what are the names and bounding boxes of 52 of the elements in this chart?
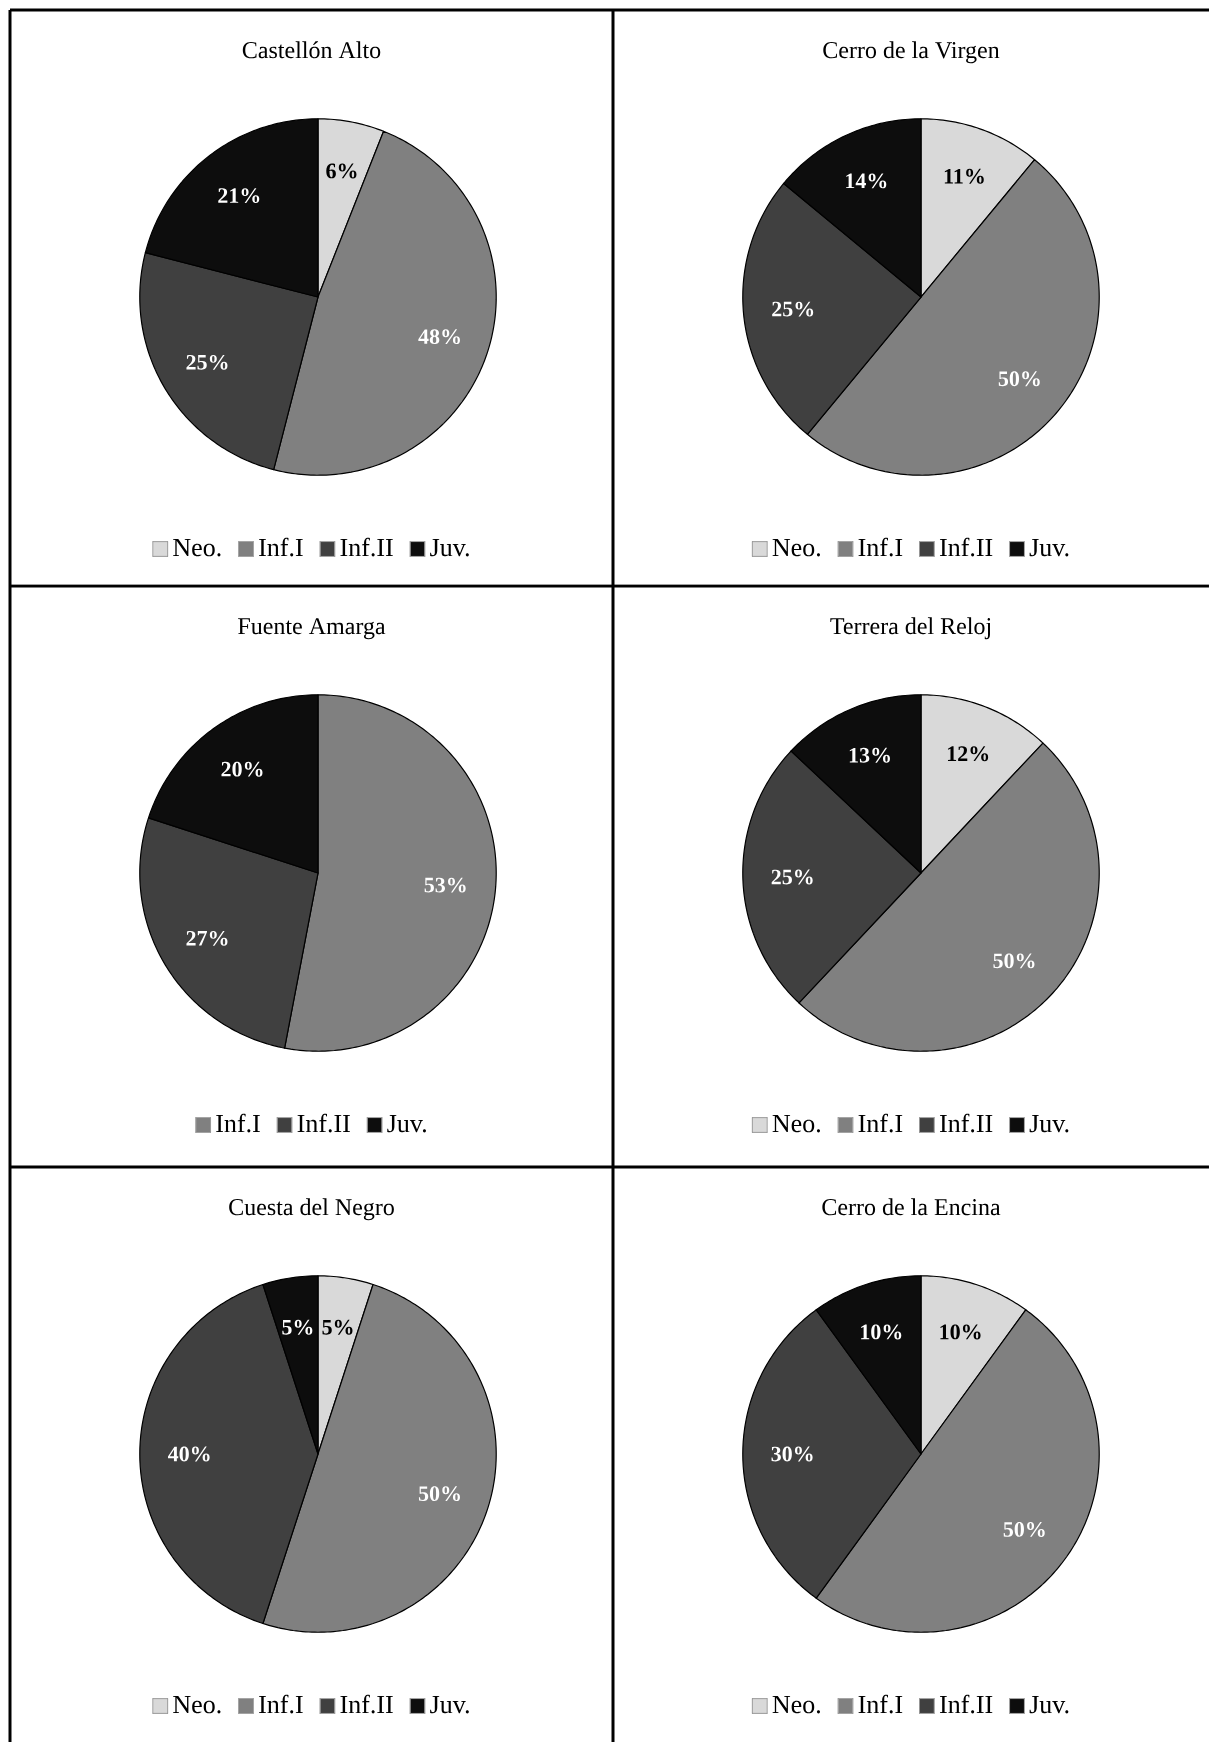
- data-label: 5%: [322, 1319, 353, 1335]
- data-label: 27%: [186, 930, 228, 946]
- data-label: 25%: [186, 354, 228, 370]
- data-label: 25%: [772, 301, 814, 317]
- data-label: 11%: [944, 168, 984, 184]
- data-label: 50%: [1003, 1521, 1045, 1537]
- data-label: 10%: [861, 1324, 902, 1340]
- legend-label: Neo.: [173, 538, 221, 557]
- legend-label: Inf.I: [259, 1694, 303, 1714]
- legend-label: Inf.I: [858, 537, 903, 557]
- legend-label: Inf.II: [939, 537, 993, 557]
- data-label: 50%: [418, 1486, 460, 1502]
- legend-label: Juv.: [1029, 538, 1069, 557]
- data-label: 12%: [947, 746, 989, 762]
- legend-label: Juv.: [1029, 1114, 1069, 1133]
- data-label: 48%: [418, 329, 460, 345]
- legend-label: Inf.I: [259, 537, 303, 557]
- legend-label: Neo.: [772, 1114, 820, 1133]
- data-label: 30%: [771, 1446, 813, 1462]
- data-label: 50%: [993, 953, 1035, 969]
- data-label: 50%: [998, 371, 1040, 387]
- chart-title: Cerro de la Virgen: [823, 41, 1000, 64]
- chart-title: Fuente Amarga: [238, 618, 386, 640]
- legend-label: Neo.: [772, 538, 820, 557]
- data-label: 40%: [168, 1446, 210, 1462]
- data-label: 10%: [940, 1324, 981, 1340]
- legend-label: Inf.II: [297, 1113, 350, 1133]
- chart-title: Terrera del Reloj: [830, 617, 991, 640]
- chart-title: Cuesta del Negro: [229, 1198, 394, 1221]
- data-label: 25%: [771, 869, 813, 885]
- legend-label: Juv.: [1029, 1695, 1069, 1714]
- data-label: 6%: [326, 163, 357, 179]
- data-label: 20%: [221, 761, 263, 777]
- legend-label: Neo.: [772, 1695, 820, 1714]
- data-label: 13%: [849, 747, 890, 763]
- data-label: 21%: [218, 188, 260, 204]
- legend-label: Juv.: [387, 1114, 426, 1133]
- legend-label: Juv.: [430, 1695, 469, 1714]
- legend-label: Inf.I: [858, 1694, 903, 1714]
- legend-label: Inf.I: [858, 1113, 903, 1133]
- legend-label: Inf.II: [340, 1694, 393, 1714]
- chart-title: Cerro de la Encina: [822, 1198, 1001, 1216]
- data-label: 14%: [846, 173, 887, 189]
- legend-label: Inf.II: [340, 537, 393, 557]
- legend-label: Juv.: [430, 538, 469, 557]
- legend-label: Inf.II: [939, 1694, 993, 1714]
- legend-label: Neo.: [173, 1695, 221, 1714]
- chart-title: Castellón Alto: [242, 41, 381, 59]
- data-label: 5%: [282, 1319, 313, 1335]
- legend-label: Inf.II: [939, 1113, 993, 1133]
- legend-label: Inf.I: [216, 1113, 260, 1133]
- data-label: 53%: [424, 877, 466, 893]
